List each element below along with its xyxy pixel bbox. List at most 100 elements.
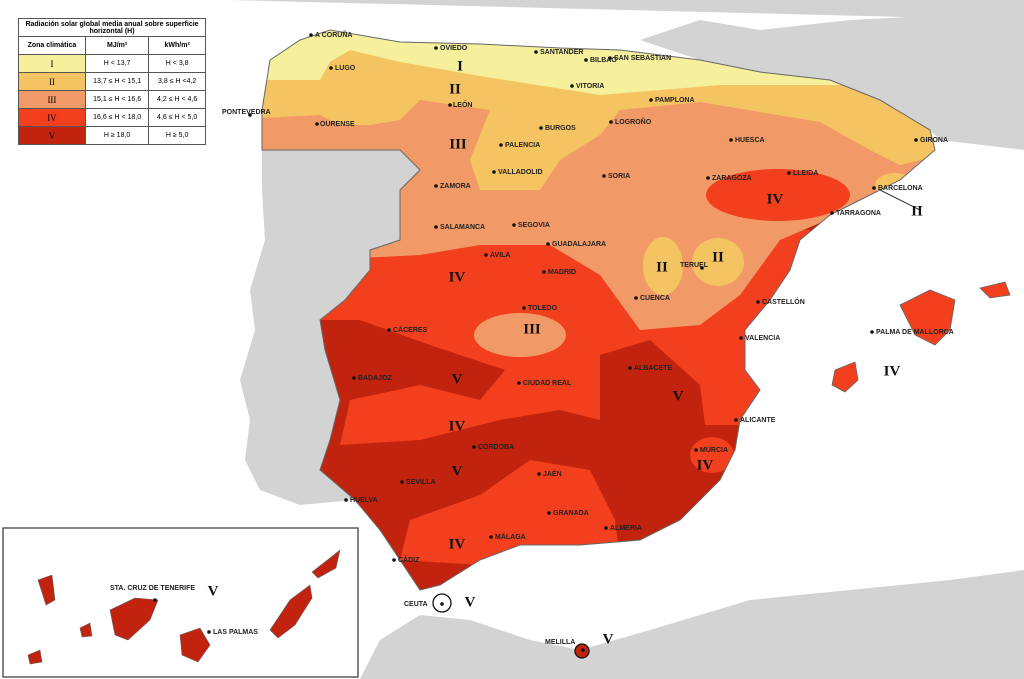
city-label: HUELVA <box>350 497 378 504</box>
legend-row: III 15,1 ≤ H < 16,6 4,2 ≤ H < 4,6 <box>18 90 206 109</box>
legend-range: 13,7 ≤ H < 15,1 <box>84 72 150 91</box>
zone-area <box>474 313 566 357</box>
zone-label: I <box>457 58 463 74</box>
africa <box>360 570 1024 679</box>
ibiza <box>831 361 859 393</box>
zone-label: V <box>208 583 219 599</box>
city-dot <box>634 296 638 300</box>
city-dot <box>517 381 521 385</box>
city-label: CIUDAD REAL <box>523 380 572 387</box>
island <box>27 649 43 665</box>
city-label: SORIA <box>608 173 630 180</box>
city-dot <box>329 66 333 70</box>
city-dot <box>914 138 918 142</box>
city-dot <box>608 56 612 60</box>
city-dot <box>492 170 496 174</box>
city-label: BURGOS <box>545 125 576 132</box>
city-dot <box>207 630 211 634</box>
zone-label: IV <box>449 269 466 285</box>
zone-label: IV <box>884 363 901 379</box>
city-dot <box>315 122 319 126</box>
city-dot <box>628 366 632 370</box>
city-dot <box>522 306 526 310</box>
city-label: TOLEDO <box>528 305 558 312</box>
legend-swatch: V <box>18 126 86 145</box>
menorca <box>979 281 1011 299</box>
legend-range: 15,1 ≤ H < 16,6 <box>84 90 150 109</box>
city-dot <box>570 84 574 88</box>
zone-label: V <box>603 631 614 647</box>
city-label: ALBACETE <box>634 365 672 372</box>
city-label: CÁDIZ <box>398 555 420 564</box>
city-dot <box>472 445 476 449</box>
city-label: JAÉN <box>543 469 562 478</box>
city-label: OVIEDO <box>440 45 468 52</box>
city-label: BARCELONA <box>878 185 923 192</box>
city-dot <box>499 143 503 147</box>
legend-range: 4,6 ≤ H < 5,0 <box>148 108 206 127</box>
city-dot <box>649 98 653 102</box>
city-dot <box>153 598 157 602</box>
city-label: PAMPLONA <box>655 97 695 104</box>
zone-label: II <box>712 249 724 265</box>
zone-area <box>706 169 850 221</box>
zone-label: IV <box>767 191 784 207</box>
city-dot <box>581 648 585 652</box>
city-label: TARRAGONA <box>836 210 881 217</box>
zone-label: IV <box>697 457 714 473</box>
island <box>37 574 56 606</box>
city-dot <box>534 50 538 54</box>
city-dot <box>309 33 313 37</box>
city-label: ALMERIA <box>610 525 642 532</box>
zone-label: II <box>449 81 461 97</box>
city-dot <box>489 535 493 539</box>
city-dot <box>700 266 704 270</box>
city-dot <box>734 418 738 422</box>
city-label: SANTANDER <box>540 49 583 56</box>
island <box>109 597 159 641</box>
legend-header: kWh/m² <box>148 36 206 55</box>
city-label: TERUEL <box>680 262 709 269</box>
city-label: CUENCA <box>640 295 670 302</box>
city-label: VALLADOLID <box>498 169 543 176</box>
city-dot <box>870 330 874 334</box>
legend: Radiación solar global media anual sobre… <box>18 18 206 145</box>
city-label: LUGO <box>335 65 356 72</box>
island <box>79 622 93 638</box>
city-dot <box>537 472 541 476</box>
city-label: PONTEVEDRA <box>222 109 271 116</box>
city-dot <box>602 174 606 178</box>
city-dot <box>706 176 710 180</box>
city-dot <box>434 46 438 50</box>
city-label: GUADALAJARA <box>552 241 606 248</box>
city-dot <box>872 186 876 190</box>
city-label: PALMA DE MALLORCA <box>876 329 954 336</box>
city-label: ZAMORA <box>440 183 471 190</box>
city-dot <box>584 58 588 62</box>
city-label: CASTELLÓN <box>762 297 805 306</box>
city-dot <box>546 242 550 246</box>
leader-line <box>879 189 921 211</box>
legend-header: MJ/m² <box>84 36 150 55</box>
city-label: SEGOVIA <box>518 222 550 229</box>
city-dot <box>729 138 733 142</box>
legend-range: H < 3,8 <box>148 54 206 73</box>
city-label: ALICANTE <box>740 417 776 424</box>
city-dot <box>448 103 452 107</box>
city-label: GIRONA <box>920 137 948 144</box>
city-dot <box>739 336 743 340</box>
france <box>230 0 1024 150</box>
zone-area <box>400 460 620 565</box>
mallorca <box>899 289 956 346</box>
zone-area <box>643 237 683 295</box>
legend-swatch: III <box>18 90 86 109</box>
city-label: LAS PALMAS <box>213 629 258 636</box>
zone-area <box>692 238 744 286</box>
city-label: SEVILLA <box>406 479 436 486</box>
city-label: VITORIA <box>576 83 604 90</box>
city-label: MURCIA <box>700 447 728 454</box>
city-label: LEÓN <box>453 100 472 109</box>
city-label: ZARAGOZA <box>712 175 752 182</box>
